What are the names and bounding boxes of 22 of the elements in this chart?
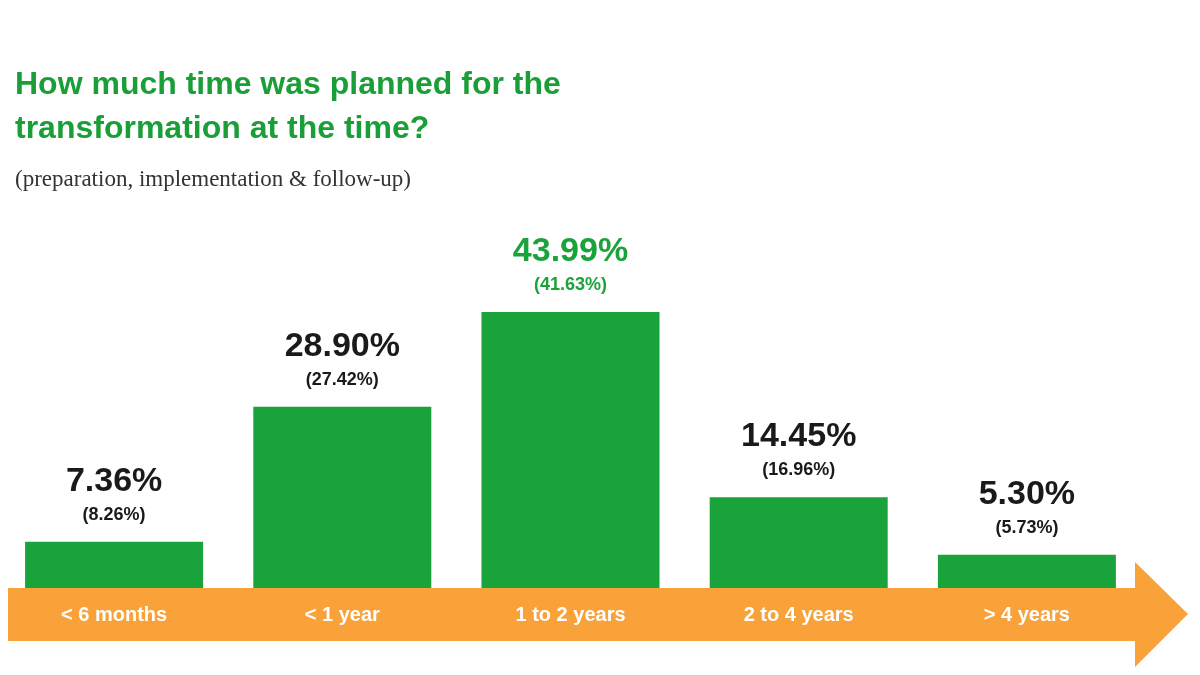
data-label: 7.36%: [65, 459, 163, 498]
x-tick-label: 1 to 2 years: [515, 603, 626, 625]
data-label: 14.45%: [741, 415, 857, 454]
data-label: 28.90%: [284, 324, 400, 363]
x-tick-label: < 6 months: [61, 603, 168, 625]
annotation: (41.63%): [533, 274, 608, 294]
annotation: (8.26%): [82, 503, 146, 524]
bar: [709, 497, 888, 588]
x-tick-label: 2 to 4 years: [743, 603, 854, 625]
chart-subtitle: (preparation, implementation & follow-up): [15, 166, 411, 191]
x-tick-label: < 1 year: [304, 603, 381, 625]
annotation: (5.73%): [995, 516, 1059, 537]
bar: [253, 406, 432, 588]
annotation: (27.42%): [305, 368, 379, 389]
bar: [937, 554, 1116, 588]
data-label: 5.30%: [978, 472, 1076, 511]
x-tick-label: > 4 years: [983, 603, 1070, 625]
bar: [25, 541, 204, 588]
annotation: (16.96%): [762, 459, 836, 480]
chart-title: How much time was planned for the transformation at the time?: [15, 65, 570, 145]
bar: [481, 312, 660, 588]
data-label: 43.99%: [512, 230, 629, 268]
